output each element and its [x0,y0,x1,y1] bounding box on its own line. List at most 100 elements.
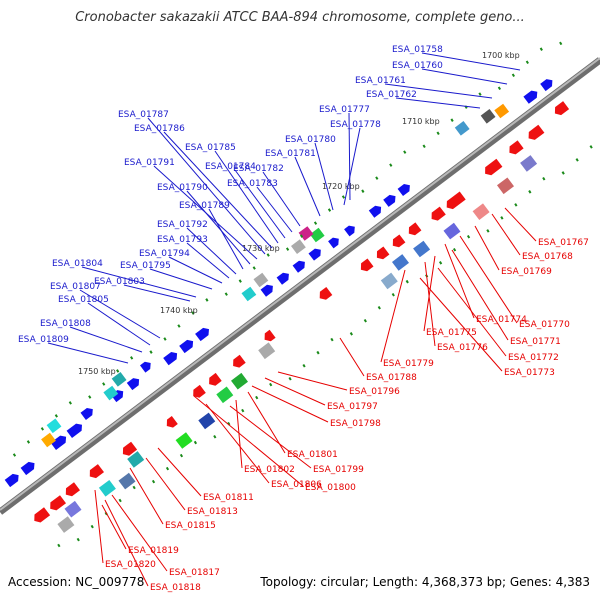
reverse-label-ESA_01771: ESA_01771 [510,337,561,347]
forward-label-ESA_01780: ESA_01780 [285,135,336,145]
reverse-gene-20 [34,507,51,523]
reverse-gene-7 [392,234,406,248]
reverse-leader-ESA_01773 [419,277,503,372]
forward-feature-3 [309,227,325,243]
forward-gene-6 [328,237,339,249]
forward-leader-ESA_01792 [186,227,237,275]
forward-dash-10 [403,150,407,154]
forward-feature-6 [253,272,269,288]
reverse-leader-ESA_01774 [444,243,475,319]
forward-gene-18 [20,461,35,476]
forward-gene-7 [308,248,321,261]
forward-dash-20 [252,266,256,270]
forward-dash-17 [299,234,304,238]
reverse-dash-4 [561,171,565,175]
reverse-label-ESA_01768: ESA_01768 [522,252,573,262]
forward-dash-26 [163,337,167,341]
reverse-label-ESA_01769: ESA_01769 [501,267,552,277]
reverse-label-ESA_01820: ESA_01820 [105,560,156,570]
reverse-feature-9 [216,386,234,404]
forward-leader-ESA_01760 [421,68,508,85]
forward-label-ESA_01804: ESA_01804 [52,259,103,269]
forward-leader-ESA_01777 [348,112,351,201]
forward-gene-2 [397,184,410,196]
reverse-label-ESA_01817: ESA_01817 [169,568,220,578]
forward-gene-13 [163,352,178,366]
reverse-leader-ESA_01800 [193,395,304,487]
forward-leader-ESA_01794 [168,256,223,284]
forward-dash-22 [224,292,228,296]
forward-dash-2 [525,60,529,64]
reverse-leader-ESA_01771 [451,249,509,341]
forward-label-ESA_01793: ESA_01793 [157,235,208,245]
reverse-gene-10 [319,287,333,300]
reverse-gene-14 [193,384,206,398]
reverse-gene-1 [528,124,545,140]
forward-dash-9 [422,144,426,149]
forward-dash-1 [539,47,543,51]
backbone-highlight [0,57,600,511]
forward-label-ESA_01782: ESA_01782 [233,164,284,174]
reverse-dash-28 [193,440,198,445]
reverse-dash-19 [330,337,334,342]
forward-dash-32 [68,401,72,405]
forward-leader-ESA_01784 [234,169,286,239]
reverse-label-ESA_01800: ESA_01800 [305,483,356,493]
reverse-gene-0 [554,101,570,116]
chromosome-backbone [0,57,600,515]
reverse-feature-2 [472,203,490,220]
forward-label-ESA_01789: ESA_01789 [179,201,230,211]
reverse-label-ESA_01773: ESA_01773 [504,368,555,378]
reverse-leader-ESA_01799 [229,405,312,469]
reverse-gene-16 [122,441,138,456]
forward-dash-8 [436,131,440,135]
forward-label-ESA_01785: ESA_01785 [185,143,236,153]
forward-label-ESA_01762: ESA_01762 [366,90,417,100]
forward-dash-11 [389,163,393,167]
forward-gene-3 [383,194,396,207]
reverse-label-ESA_01819: ESA_01819 [128,546,179,556]
reverse-gene-19 [50,495,66,511]
reverse-dash-21 [302,363,306,368]
reverse-gene-4 [446,191,466,210]
forward-label-ESA_01805: ESA_01805 [58,295,109,305]
forward-feature-11 [41,432,56,448]
forward-feature-10 [46,418,62,434]
reverse-leader-ESA_01768 [491,213,521,256]
scale-label-1710: 1710 kbp [402,117,440,126]
reverse-leader-ESA_01820 [94,489,104,564]
reverse-label-ESA_01798: ESA_01798 [330,419,381,429]
forward-leader-ESA_01786 [163,131,273,249]
reverse-dash-23 [269,382,273,387]
forward-dash-25 [177,324,181,328]
reverse-label-ESA_01796: ESA_01796 [349,387,400,397]
forward-dash-3 [511,73,515,78]
forward-leader-ESA_01778 [343,127,361,206]
reverse-gene-3 [485,158,503,176]
forward-dash-0 [559,41,563,46]
forward-leader-ESA_01758 [421,52,521,71]
reverse-dash-18 [349,332,353,336]
reverse-dash-16 [377,305,381,310]
reverse-dash-25 [241,408,245,413]
forward-leader-ESA_01803 [123,284,191,302]
reverse-feature-10 [198,412,216,430]
reverse-leader-ESA_01819 [101,504,127,550]
reverse-dash-7 [514,203,518,207]
forward-feature-5 [291,239,306,254]
forward-dash-12 [375,176,379,180]
scale-label-1720: 1720 kbp [322,182,360,191]
reverse-dash-10 [466,234,471,239]
reverse-label-ESA_01775: ESA_01775 [426,328,477,338]
forward-gene-17 [50,435,67,450]
forward-feature-9 [103,385,119,401]
forward-gene-9 [276,272,289,285]
reverse-gene-12 [233,354,246,368]
forward-label-ESA_01794: ESA_01794 [139,249,190,259]
forward-dash-34 [40,427,45,431]
reverse-dash-29 [179,453,184,458]
forward-feature-7 [241,286,257,302]
reverse-feature-5 [392,254,409,271]
reverse-feature-0 [520,155,538,172]
map-title: Cronobacter sakazakii ATCC BAA-894 chrom… [75,10,525,25]
